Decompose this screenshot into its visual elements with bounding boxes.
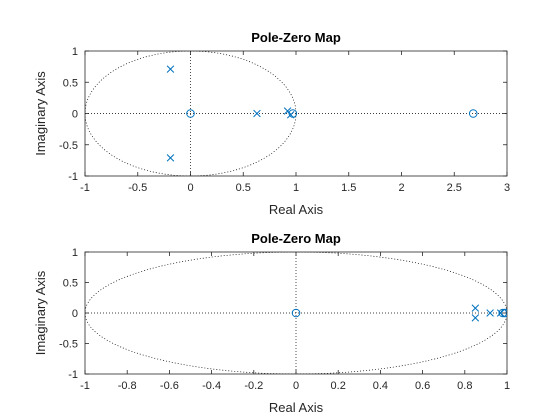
y-tick-label: -1 <box>68 369 78 381</box>
plot-contents <box>85 51 507 176</box>
zero-marker <box>291 308 301 318</box>
x-tick-label: 0 <box>187 182 193 194</box>
x-tick-label: 0 <box>293 380 299 392</box>
y-tick-label: 1 <box>72 247 78 259</box>
pole-zero-chart-top: -1 -0.5 0 0.5 1 1.5 2 2.5 3 -1 -0.5 0 0.5 1 Pole-Zero … <box>33 30 510 217</box>
y-tick-label: 0.5 <box>63 77 78 89</box>
x-tick-label: -0.8 <box>118 380 137 392</box>
x-tick-label: -1 <box>80 182 90 194</box>
pole-marker <box>471 304 480 312</box>
zero-marker <box>468 109 478 118</box>
x-tick-label: -0.6 <box>160 380 179 392</box>
y-axis-label: Imaginary Axis <box>33 270 48 355</box>
pole-marker <box>253 109 261 118</box>
x-tick-label: 0.4 <box>373 380 388 392</box>
chart-title: Pole-Zero Map <box>251 30 341 45</box>
x-tick-label: 0.2 <box>331 380 346 392</box>
y-tick-label: -0.5 <box>59 140 78 152</box>
x-tick-label: -0.5 <box>128 182 147 194</box>
y-tick-label: -1 <box>68 171 78 183</box>
x-axis-label: Real Axis <box>269 202 324 217</box>
y-tick-label: 0.5 <box>63 278 78 290</box>
x-tick-label: 1.5 <box>341 182 356 194</box>
chart-title: Pole-Zero Map <box>251 231 341 246</box>
x-tick-label: 2.5 <box>447 182 462 194</box>
zero-marker <box>500 308 507 318</box>
zero-marker <box>288 109 298 118</box>
x-tick-label: 1 <box>504 380 510 392</box>
pole-marker <box>486 309 494 317</box>
x-tick-label: 3 <box>504 182 510 194</box>
x-tick-label: 1 <box>293 182 299 194</box>
pole-marker <box>166 65 175 73</box>
pole-marker <box>471 314 480 322</box>
y-tick-label: 0 <box>72 308 78 320</box>
x-tick-label: 0.6 <box>415 380 430 392</box>
x-tick-label: -1 <box>80 380 90 392</box>
x-tick-label: 0.5 <box>236 182 251 194</box>
pole-marker <box>166 154 175 162</box>
plot-contents <box>85 252 507 374</box>
x-tick-label: -0.4 <box>202 380 221 392</box>
y-tick-label: 1 <box>72 46 78 58</box>
x-tick-label: -0.2 <box>244 380 263 392</box>
y-tick-label: 0 <box>72 109 78 121</box>
x-tick-label: 2 <box>398 182 404 194</box>
x-axis-label: Real Axis <box>269 400 324 415</box>
pole-zero-chart-bottom: -1 -0.8 -0.6 -0.4 -0.2 0 0.2 0.4 0.6 0.8 1 -1 -0.5 0 0… <box>33 231 510 415</box>
y-axis-label: Imaginary Axis <box>33 71 48 156</box>
x-tick-label: 0.8 <box>457 380 472 392</box>
y-tick-label: -0.5 <box>59 339 78 351</box>
zero-marker <box>186 109 195 118</box>
unit-circle <box>85 51 297 176</box>
